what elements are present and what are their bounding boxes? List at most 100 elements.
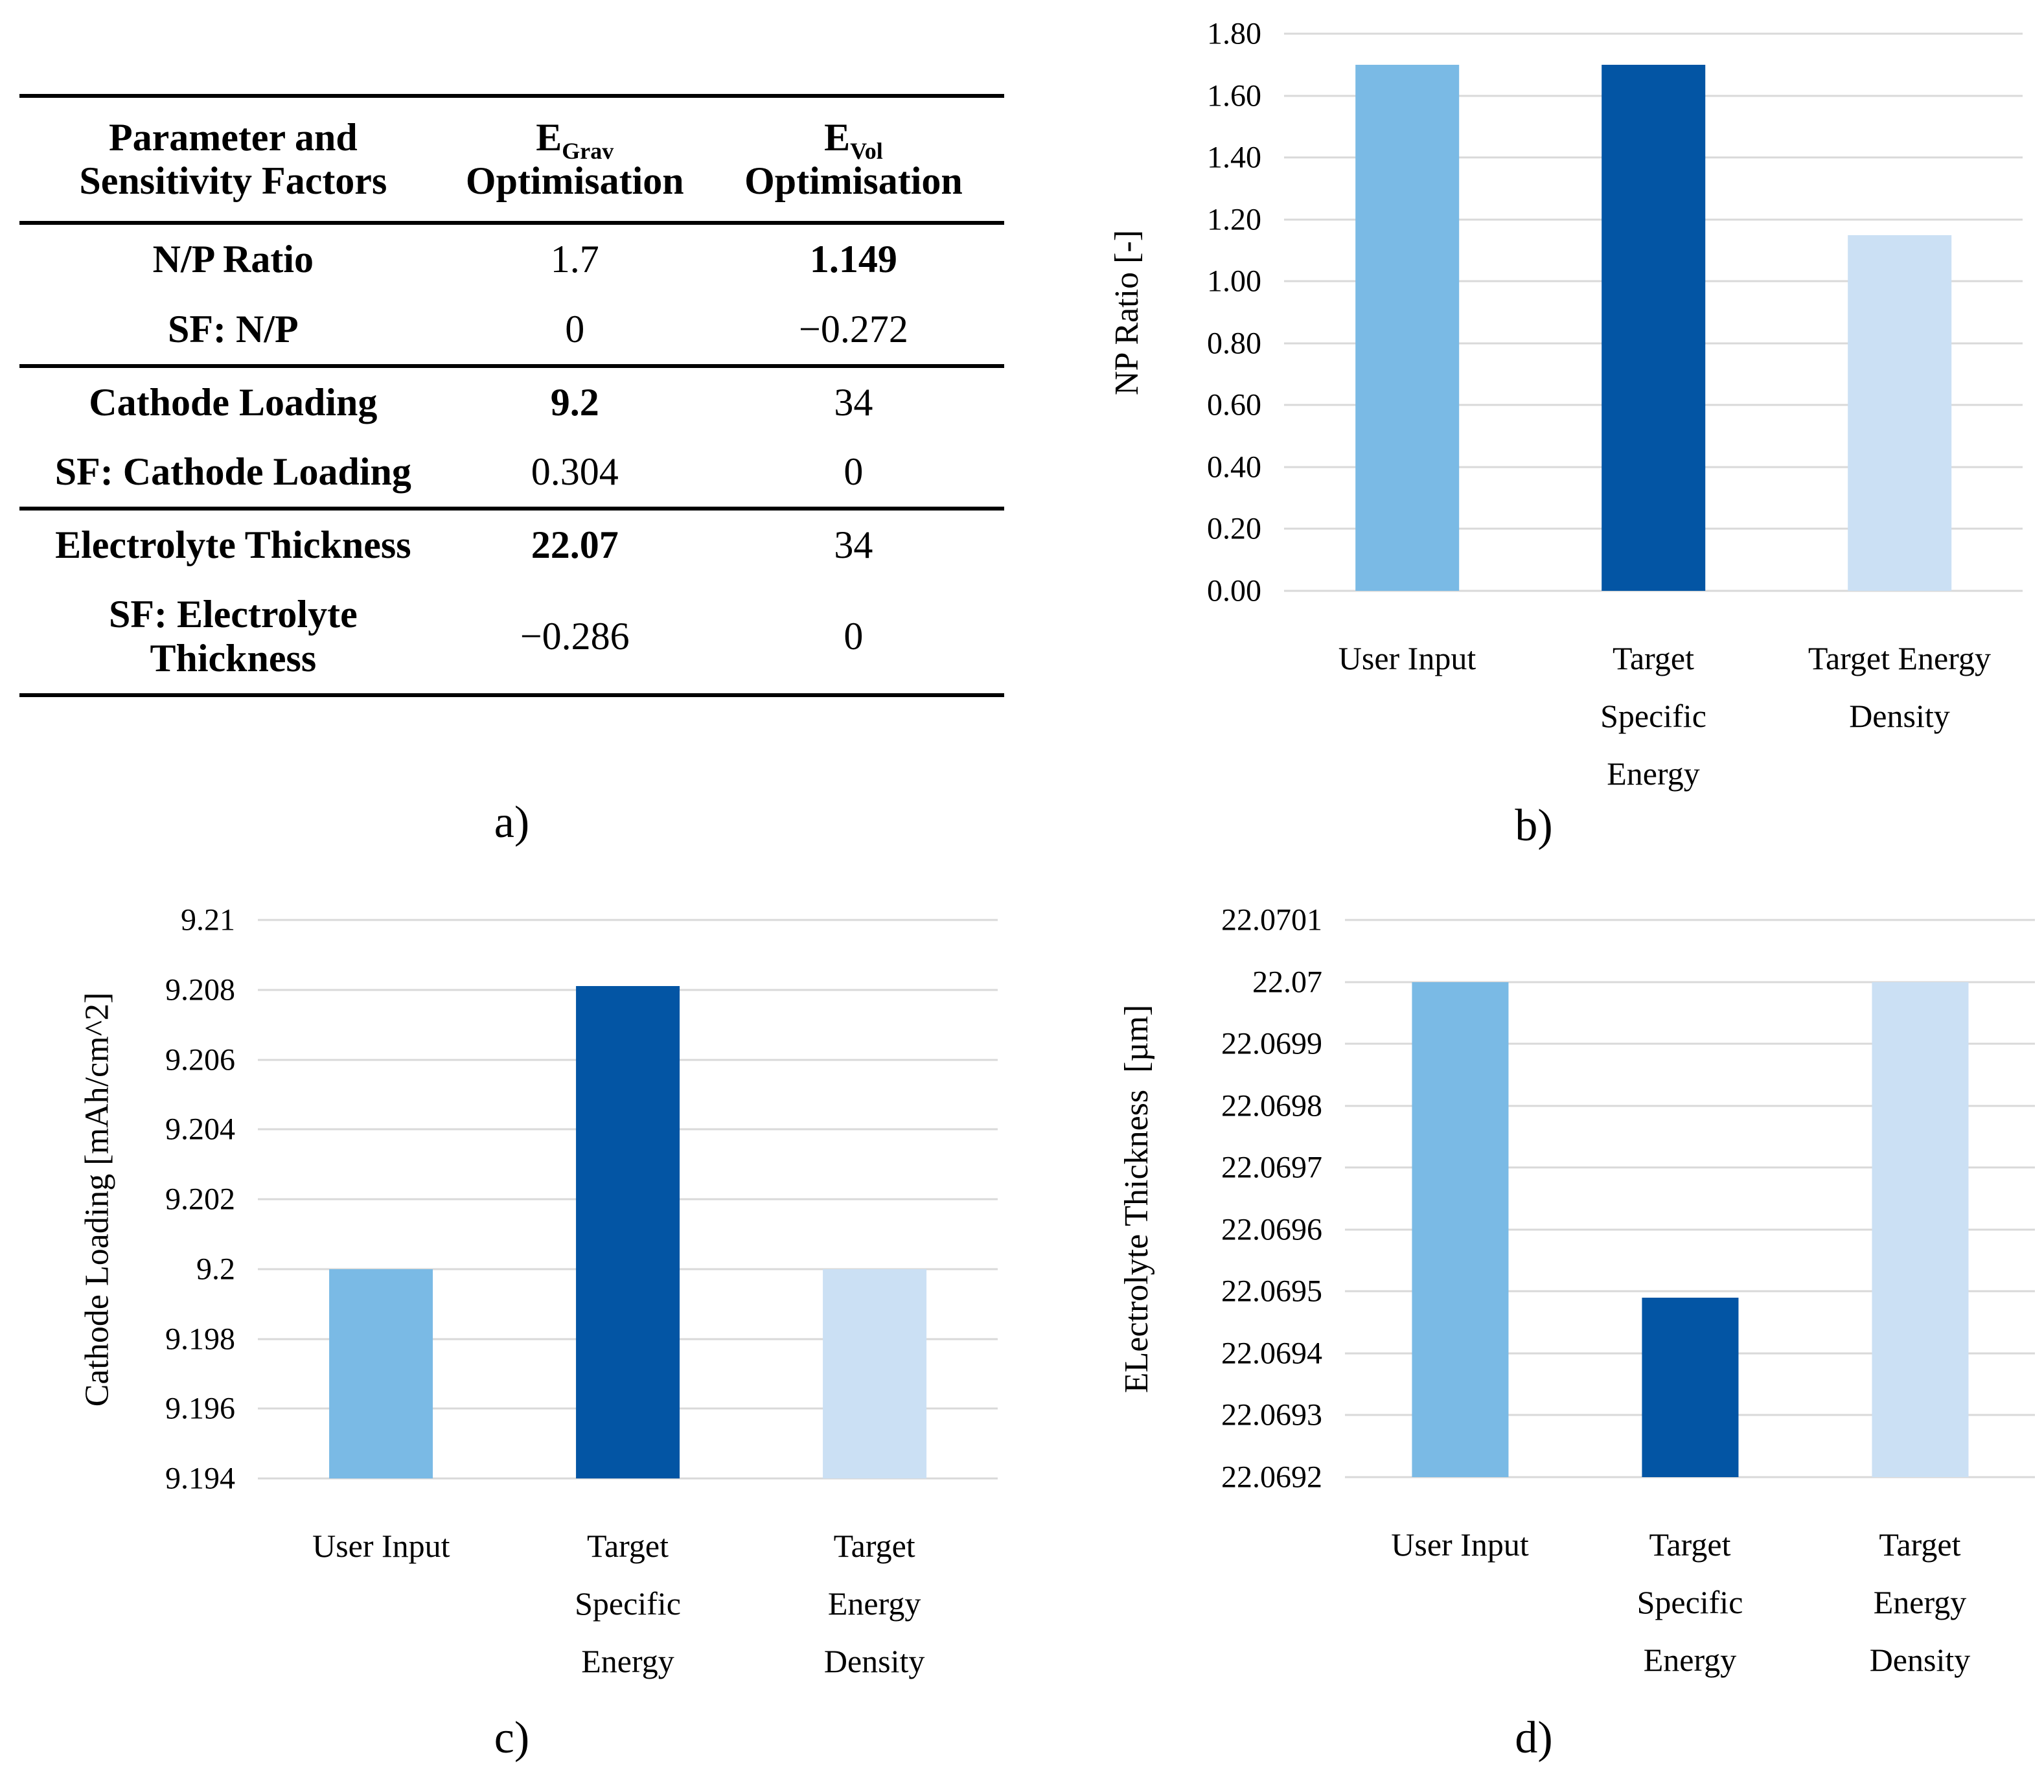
bar-target-specific-energy	[1641, 1297, 1739, 1477]
y-tick-label: 9.2	[196, 1252, 235, 1287]
bar-target-specific-energy	[1602, 64, 1705, 591]
bar-target-energy-density	[822, 1269, 926, 1478]
y-tick-label: 9.202	[165, 1182, 235, 1217]
vol-value-cell: −0.272	[702, 294, 1004, 368]
y-tick-label: 0.40	[1207, 450, 1261, 485]
grav-value-cell: 1.7	[550, 238, 599, 281]
y-tick-label: 1.40	[1207, 140, 1261, 175]
y-tick-label: 9.204	[165, 1112, 235, 1147]
vol-value-cell: 0	[702, 437, 1004, 511]
vol-value-cell: 0	[844, 614, 864, 658]
y-axis: 9.21 9.208 9.206 9.204 9.202 9.2 9.198 9.196 9.1…	[0, 903, 235, 1496]
x-category-label-target-specific-energy: Target Specific Energy	[575, 1528, 681, 1679]
bar-user-input	[1355, 64, 1459, 591]
y-tick-label: 22.0699	[1221, 1026, 1322, 1061]
table-row: SF: Cathode Loading 0.304 0	[19, 437, 1004, 511]
y-tick-label: 22.0692	[1221, 1460, 1322, 1495]
x-category-label-user-input: User Input	[1338, 640, 1476, 676]
table-row: SF: Electrolyte Thickness −0.286 0	[19, 580, 1004, 695]
x-axis: User Input Target Specific Energy Target Ener…	[1345, 1516, 2035, 1689]
row-label-cathode-loading: Cathode Loading	[89, 380, 378, 424]
x-category-label-user-input: User Input	[1391, 1526, 1529, 1563]
plot-area	[258, 919, 998, 1480]
bar-target-specific-energy	[576, 986, 680, 1478]
y-tick-label: 9.206	[165, 1042, 235, 1077]
bar-user-input	[329, 1269, 433, 1478]
row-label-sf-electrolyte-thickness: SF: Electrolyte Thickness	[108, 593, 358, 680]
gridline	[258, 1477, 998, 1480]
y-tick-label: 9.21	[181, 902, 235, 937]
header-parameter: Parameter and Sensitivity Factors	[19, 96, 447, 225]
gridline	[1345, 1290, 2035, 1292]
y-tick-label: 22.07	[1252, 965, 1322, 1000]
table-header-row: Parameter and Sensitivity Factors EGrav …	[19, 96, 1004, 225]
x-axis: User Input Target Specific Energy Target Ene…	[1284, 630, 2023, 803]
gridline	[1345, 1105, 2035, 1107]
bar-target-energy-density	[1848, 235, 1951, 591]
header-egrav-symbol: EGrav	[536, 116, 614, 164]
row-label-sf-n-p: SF: N/P	[19, 294, 447, 368]
gridline	[1345, 1042, 2035, 1045]
panel-caption-c: c)	[494, 1713, 530, 1763]
grav-value-cell: 0.304	[446, 437, 703, 511]
y-tick-label: 9.196	[165, 1391, 235, 1426]
vol-value-cell: 1.149	[809, 238, 897, 281]
y-tick-label: 0.80	[1207, 326, 1261, 361]
table-row: N/P Ratio 1.7 1.149	[19, 223, 1004, 294]
gridline	[1284, 590, 2023, 592]
x-axis: User Input Target Specific Energy Target Ener…	[258, 1517, 998, 1690]
x-category-label-target-energy-density: Target Energy Density	[1808, 640, 1991, 734]
y-tick-label: 0.60	[1207, 387, 1261, 422]
y-tick-label: 22.0694	[1221, 1336, 1322, 1371]
y-axis: 1.80 1.60 1.40 1.20 1.00 0.80 0.60 0.40 0.20 0.00	[1024, 17, 1261, 608]
panel-caption-b: b)	[1515, 801, 1553, 851]
header-evol: EVol Optimisation	[702, 96, 1004, 225]
x-category-label-user-input: User Input	[312, 1528, 450, 1564]
electrolyte-thickness-chart: ELectrolyte Thickness [µm] 22.0701 22.07 2…	[1024, 0, 2044, 1792]
x-category-label-target-specific-energy: Target Specific Energy	[1600, 640, 1706, 792]
row-label-sf-cathode-loading: SF: Cathode Loading	[19, 437, 447, 511]
vol-value-cell: 34	[834, 523, 873, 567]
plot-area	[1284, 32, 2023, 592]
header-egrav: EGrav Optimisation	[446, 96, 703, 225]
grav-value-cell: 9.2	[550, 380, 599, 424]
y-tick-label: 1.60	[1207, 78, 1261, 113]
gridline	[1284, 32, 2023, 35]
x-category-label-target-specific-energy: Target Specific Energy	[1636, 1526, 1743, 1678]
header-parameter-line1: Parameter and	[108, 116, 358, 159]
y-tick-label: 9.198	[165, 1322, 235, 1356]
y-tick-label: 0.20	[1207, 511, 1261, 546]
table-row: Cathode Loading 9.2 34	[19, 366, 1004, 437]
table-row: SF: N/P 0 −0.272	[19, 294, 1004, 368]
left-column: Parameter and Sensitivity Factors EGrav …	[0, 94, 1004, 1763]
gridline	[258, 919, 998, 921]
np-ratio-chart: NP Ratio [-] 1.80 1.60 1.40 1.20 1.00 0.80 0.6…	[1024, 0, 2044, 1792]
row-label-n-p-ratio: N/P Ratio	[152, 238, 314, 281]
gridline	[1345, 981, 2035, 983]
cathode-loading-chart: Cathode Loading [mAh/cm^2] 9.21 9.208 9.20…	[0, 903, 998, 1690]
y-tick-label: 9.208	[165, 972, 235, 1007]
y-tick-label: 22.0695	[1221, 1274, 1322, 1309]
y-tick-label: 1.20	[1207, 202, 1261, 237]
grav-value-cell: −0.286	[520, 614, 630, 658]
gridline	[1345, 919, 2035, 921]
vol-value-cell: 34	[834, 380, 873, 424]
x-category-label-target-energy-density: Target Energy Density	[823, 1528, 925, 1679]
panel-caption-d: d)	[1515, 1713, 1553, 1763]
gridline	[1345, 1166, 2035, 1169]
header-egrav-line2: Optimisation	[465, 159, 684, 203]
header-parameter-line2: Sensitivity Factors	[79, 159, 387, 203]
bar-target-energy-density	[1871, 982, 1969, 1477]
right-column: NP Ratio [-] 1.80 1.60 1.40 1.20 1.00 0.80 0.6…	[1024, 0, 2044, 1792]
header-evol-symbol: EVol	[824, 116, 883, 164]
y-tick-label: 1.80	[1207, 16, 1261, 51]
sensitivity-table: Parameter and Sensitivity Factors EGrav …	[19, 94, 1004, 697]
y-tick-label: 22.0698	[1221, 1088, 1322, 1123]
y-tick-label: 22.0697	[1221, 1150, 1322, 1185]
y-tick-label: 9.194	[165, 1461, 235, 1496]
gridline	[1345, 1476, 2035, 1478]
y-tick-label: 1.00	[1207, 264, 1261, 299]
panel-caption-a: a)	[494, 798, 530, 847]
y-tick-label: 22.0696	[1221, 1212, 1322, 1247]
